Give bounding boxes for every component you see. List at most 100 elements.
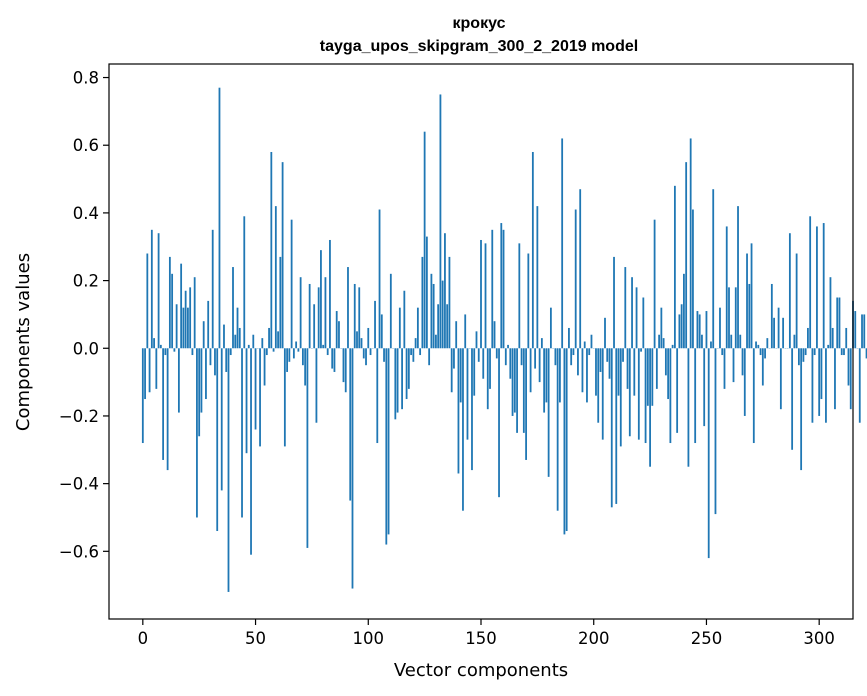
chart-title: кpокус [453,15,506,32]
bar [788,233,791,349]
bar [159,344,162,349]
bar [283,348,286,447]
bar [313,304,316,349]
bar [171,273,174,349]
bar [797,348,800,366]
bar [667,348,670,400]
bar [241,348,243,518]
bar [277,331,279,349]
bar [840,348,843,356]
bar [489,348,491,389]
bar [547,348,550,477]
bar [615,348,618,504]
bar [207,300,210,349]
bar [746,253,748,349]
bar [755,341,757,349]
bar [538,348,541,383]
bar [304,348,307,386]
bar [376,348,379,444]
bar [531,151,534,349]
bar [326,348,329,356]
bar [435,334,437,349]
bar [813,348,816,356]
bar [394,348,397,420]
x-tick-label: 300 [803,629,835,648]
bar [261,338,264,349]
bar [644,348,647,444]
bar [153,338,155,349]
bar [225,348,228,372]
bar [678,314,681,349]
bar [734,287,737,349]
bar [714,348,717,515]
bar [581,348,584,393]
bar [572,348,575,356]
bar [809,216,812,349]
bar [590,334,593,349]
bar [705,311,708,349]
bar [209,348,212,366]
bar [811,348,814,423]
bar [570,348,573,366]
bar [353,283,356,349]
bar [863,314,866,349]
bar [527,253,530,349]
bar [439,94,442,349]
bar [613,256,615,349]
bar [383,348,385,362]
bar [464,314,467,349]
bar [655,348,658,389]
bar [773,317,775,349]
bar [306,348,309,548]
bar [752,348,755,444]
bar [198,348,201,437]
bar [259,348,261,447]
bar [865,348,867,359]
bar [847,348,850,386]
bar [369,348,372,356]
bar [401,348,403,410]
bar [604,317,606,349]
bar [425,236,428,349]
bar [545,348,548,403]
bar [315,348,318,423]
bar [155,348,158,389]
bar [721,348,724,356]
bar [412,348,415,362]
bar [739,334,742,349]
bar [459,348,462,403]
bar [764,348,766,359]
bar [782,317,785,349]
bar [626,348,629,389]
bar [180,263,183,349]
bar [491,229,494,349]
x-axis-label: Vector components [394,660,568,681]
bar [822,223,825,349]
bar [504,348,507,366]
bar [232,267,234,349]
bar [554,348,557,366]
bar [710,341,712,349]
bar [396,348,399,413]
bar [791,348,794,450]
y-tick-label: 0.0 [73,339,99,358]
bar [610,348,613,508]
bar [595,348,597,396]
bar [486,348,489,410]
bar [286,348,289,372]
bar [692,209,694,349]
bar [507,344,509,349]
bar [196,348,198,518]
bar [378,209,381,349]
bar [362,348,365,359]
bar [214,348,216,376]
bar [216,348,219,532]
bar [227,348,230,592]
bar [367,327,370,349]
bar [588,348,591,356]
bar [162,348,165,460]
bar [380,314,383,349]
bar [597,348,600,423]
bar [254,348,257,430]
bar [495,348,498,359]
